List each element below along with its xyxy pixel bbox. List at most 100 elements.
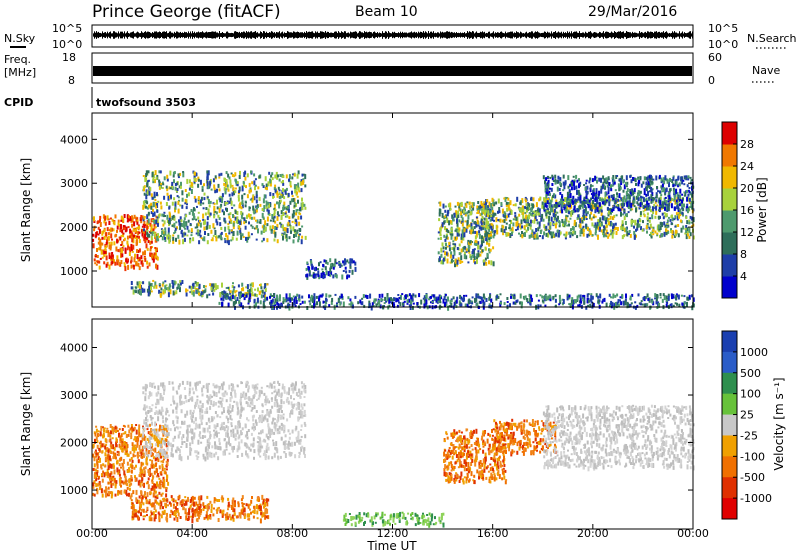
data-pixel (231, 201, 233, 206)
data-pixel (213, 235, 215, 237)
data-pixel (202, 202, 204, 204)
data-pixel (349, 270, 351, 273)
data-pixel (274, 226, 276, 230)
data-pixel (587, 294, 589, 298)
data-pixel (120, 244, 122, 246)
data-pixel (335, 294, 337, 296)
data-pixel (291, 176, 293, 179)
data-pixel (244, 177, 246, 181)
noise-sample (451, 32, 452, 38)
noise-sample (634, 32, 635, 37)
data-pixel (168, 292, 170, 297)
data-pixel (628, 233, 630, 235)
data-pixel (301, 296, 303, 299)
data-pixel (181, 230, 183, 232)
data-pixel (110, 233, 112, 238)
data-pixel (249, 207, 251, 209)
data-pixel (346, 259, 348, 262)
data-pixel (220, 227, 222, 230)
data-pixel (329, 258, 331, 262)
noise-sample (190, 31, 191, 38)
data-pixel (116, 255, 118, 259)
colorbar-swatch (722, 254, 737, 277)
data-pixel (376, 303, 378, 305)
data-pixel (177, 195, 179, 197)
noise-sample (664, 33, 665, 37)
data-pixel (296, 231, 298, 234)
data-pixel (114, 262, 116, 266)
noise-sample (480, 32, 481, 39)
noise-sample (599, 32, 600, 38)
noise-sample (335, 31, 336, 38)
data-pixel (631, 220, 633, 225)
data-pixel (303, 174, 305, 176)
data-pixel (592, 200, 594, 204)
data-pixel (596, 201, 598, 204)
data-pixel (363, 294, 365, 298)
data-pixel (160, 202, 162, 205)
data-pixel (459, 295, 461, 299)
data-pixel (123, 227, 125, 230)
data-pixel (629, 230, 631, 233)
noise-sample (394, 32, 395, 38)
data-pixel (164, 176, 166, 180)
data-pixel (577, 214, 579, 217)
colorbar-tick-label: 12 (740, 226, 754, 239)
data-pixel (95, 433, 97, 437)
data-pixel (440, 248, 442, 253)
data-pixel (261, 231, 263, 235)
data-pixel (172, 237, 174, 241)
data-pixel (682, 226, 684, 230)
data-pixel (629, 175, 631, 178)
colorbar-tick-label: 20 (740, 182, 754, 195)
data-pixel (638, 190, 640, 193)
data-pixel (186, 194, 188, 198)
noise-sample (193, 33, 194, 37)
noise-sample (235, 31, 236, 39)
noise-sample (685, 33, 686, 37)
data-pixel (189, 239, 191, 243)
noise-sample (318, 33, 319, 37)
data-pixel (292, 214, 294, 219)
data-pixel (166, 235, 168, 240)
data-pixel (465, 295, 467, 297)
data-pixel (143, 201, 145, 204)
data-pixel (536, 294, 538, 297)
noise-sample (604, 33, 605, 37)
data-pixel (191, 290, 193, 293)
noise-sample (298, 32, 299, 38)
data-pixel (266, 187, 268, 190)
data-pixel (302, 180, 304, 185)
data-pixel (590, 231, 592, 234)
data-pixel (663, 293, 665, 296)
noise-sample (172, 33, 173, 38)
data-pixel (143, 289, 145, 293)
data-pixel (101, 251, 103, 255)
data-pixel (549, 188, 551, 190)
data-pixel (476, 231, 478, 235)
noise-sample (433, 31, 434, 39)
data-pixel (191, 228, 193, 232)
noise-sample (242, 32, 243, 37)
noise-sample (680, 33, 681, 36)
data-pixel (613, 223, 615, 228)
data-pixel (652, 233, 654, 235)
data-pixel (539, 221, 541, 226)
noise-sample (300, 32, 301, 37)
data-pixel (591, 218, 593, 221)
noise-sample (336, 32, 337, 39)
data-pixel (380, 298, 382, 301)
data-pixel (221, 302, 223, 306)
data-pixel (245, 295, 247, 298)
data-pixel (558, 233, 560, 238)
data-pixel (130, 451, 132, 454)
data-pixel (488, 229, 490, 232)
noise-sample (290, 32, 291, 37)
noise-sample (124, 31, 125, 38)
data-pixel (239, 203, 241, 207)
noise-sample (527, 33, 528, 36)
noise-sample (571, 31, 572, 38)
data-pixel (232, 187, 234, 191)
data-pixel (483, 221, 485, 225)
data-pixel (138, 232, 140, 234)
